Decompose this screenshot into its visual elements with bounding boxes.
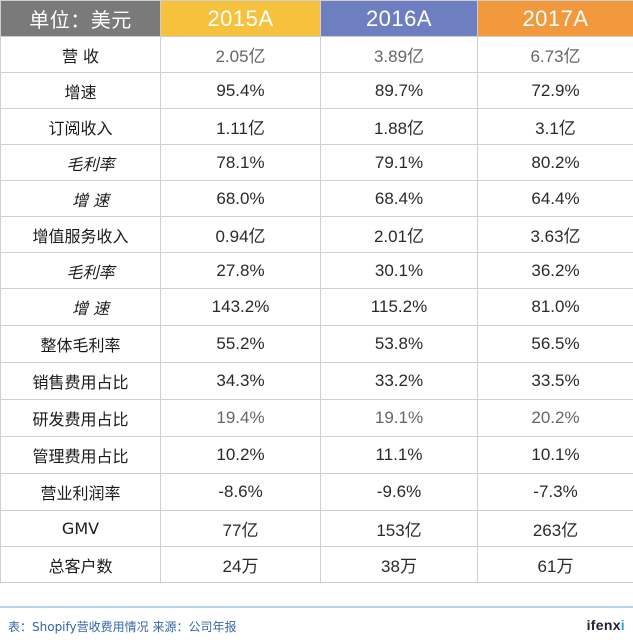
row-label: 营 收 [1, 37, 161, 73]
value-cell-2015A: 19.4% [161, 400, 321, 437]
table-row: 营业利润率-8.6%-9.6%-7.3% [1, 474, 633, 511]
value-cell-2016A: 53.8% [321, 326, 478, 363]
value-cell-2016A: 11.1% [321, 437, 478, 474]
value-cell-2017A: 80.2% [478, 145, 633, 181]
value-cell-2015A: 24万 [161, 547, 321, 583]
row-label: GMV [1, 511, 161, 547]
row-label: 管理费用占比 [1, 437, 161, 474]
row-label: 毛利率 [1, 253, 161, 289]
value-cell-2016A: 115.2% [321, 289, 478, 326]
row-label: 销售费用占比 [1, 363, 161, 400]
value-cell-2016A: 1.88亿 [321, 109, 478, 145]
value-cell-2017A: 3.63亿 [478, 217, 633, 253]
row-label: 整体毛利率 [1, 326, 161, 363]
value-cell-2015A: 78.1% [161, 145, 321, 181]
unit-header: 单位：美元 [1, 1, 161, 37]
value-cell-2017A: 64.4% [478, 181, 633, 217]
header-row: 单位：美元 2015A 2016A 2017A [1, 1, 633, 37]
value-cell-2016A: 2.01亿 [321, 217, 478, 253]
value-cell-2016A: -9.6% [321, 474, 478, 511]
value-cell-2016A: 153亿 [321, 511, 478, 547]
value-cell-2017A: 36.2% [478, 253, 633, 289]
value-cell-2017A: 263亿 [478, 511, 633, 547]
year-header-2017: 2017A [478, 1, 633, 37]
value-cell-2017A: 10.1% [478, 437, 633, 474]
footer: 表：Shopify营收费用情况 来源：公司年报 ifenxi [0, 606, 633, 643]
row-label: 增 速 [1, 289, 161, 326]
value-cell-2017A: -7.3% [478, 474, 633, 511]
ifenxi-logo: ifenxi [587, 617, 625, 633]
row-label: 增速 [1, 73, 161, 109]
value-cell-2016A: 30.1% [321, 253, 478, 289]
value-cell-2017A: 56.5% [478, 326, 633, 363]
value-cell-2016A: 89.7% [321, 73, 478, 109]
value-cell-2015A: 68.0% [161, 181, 321, 217]
value-cell-2017A: 81.0% [478, 289, 633, 326]
value-cell-2017A: 61万 [478, 547, 633, 583]
value-cell-2017A: 6.73亿 [478, 37, 633, 73]
value-cell-2017A: 33.5% [478, 363, 633, 400]
source-caption: 表：Shopify营收费用情况 来源：公司年报 [8, 618, 236, 635]
value-cell-2016A: 33.2% [321, 363, 478, 400]
row-label: 增 速 [1, 181, 161, 217]
value-cell-2015A: 143.2% [161, 289, 321, 326]
year-header-2016: 2016A [321, 1, 478, 37]
value-cell-2015A: 55.2% [161, 326, 321, 363]
row-label: 毛利率 [1, 145, 161, 181]
value-cell-2015A: 1.11亿 [161, 109, 321, 145]
value-cell-2015A: 0.94亿 [161, 217, 321, 253]
value-cell-2016A: 38万 [321, 547, 478, 583]
row-label: 营业利润率 [1, 474, 161, 511]
value-cell-2015A: 34.3% [161, 363, 321, 400]
row-label: 增值服务收入 [1, 217, 161, 253]
value-cell-2017A: 72.9% [478, 73, 633, 109]
row-label: 订阅收入 [1, 109, 161, 145]
value-cell-2015A: -8.6% [161, 474, 321, 511]
value-cell-2017A: 20.2% [478, 400, 633, 437]
value-cell-2015A: 10.2% [161, 437, 321, 474]
year-header-2015: 2015A [161, 1, 321, 37]
value-cell-2015A: 2.05亿 [161, 37, 321, 73]
logo-tail: i [621, 617, 625, 633]
row-label: 研发费用占比 [1, 400, 161, 437]
logo-main: ifenx [587, 617, 621, 633]
value-cell-2016A: 68.4% [321, 181, 478, 217]
value-cell-2016A: 79.1% [321, 145, 478, 181]
value-cell-2015A: 27.8% [161, 253, 321, 289]
row-label: 总客户数 [1, 547, 161, 583]
value-cell-2016A: 19.1% [321, 400, 478, 437]
value-cell-2015A: 77亿 [161, 511, 321, 547]
value-cell-2016A: 3.89亿 [321, 37, 478, 73]
value-cell-2015A: 95.4% [161, 73, 321, 109]
value-cell-2017A: 3.1亿 [478, 109, 633, 145]
